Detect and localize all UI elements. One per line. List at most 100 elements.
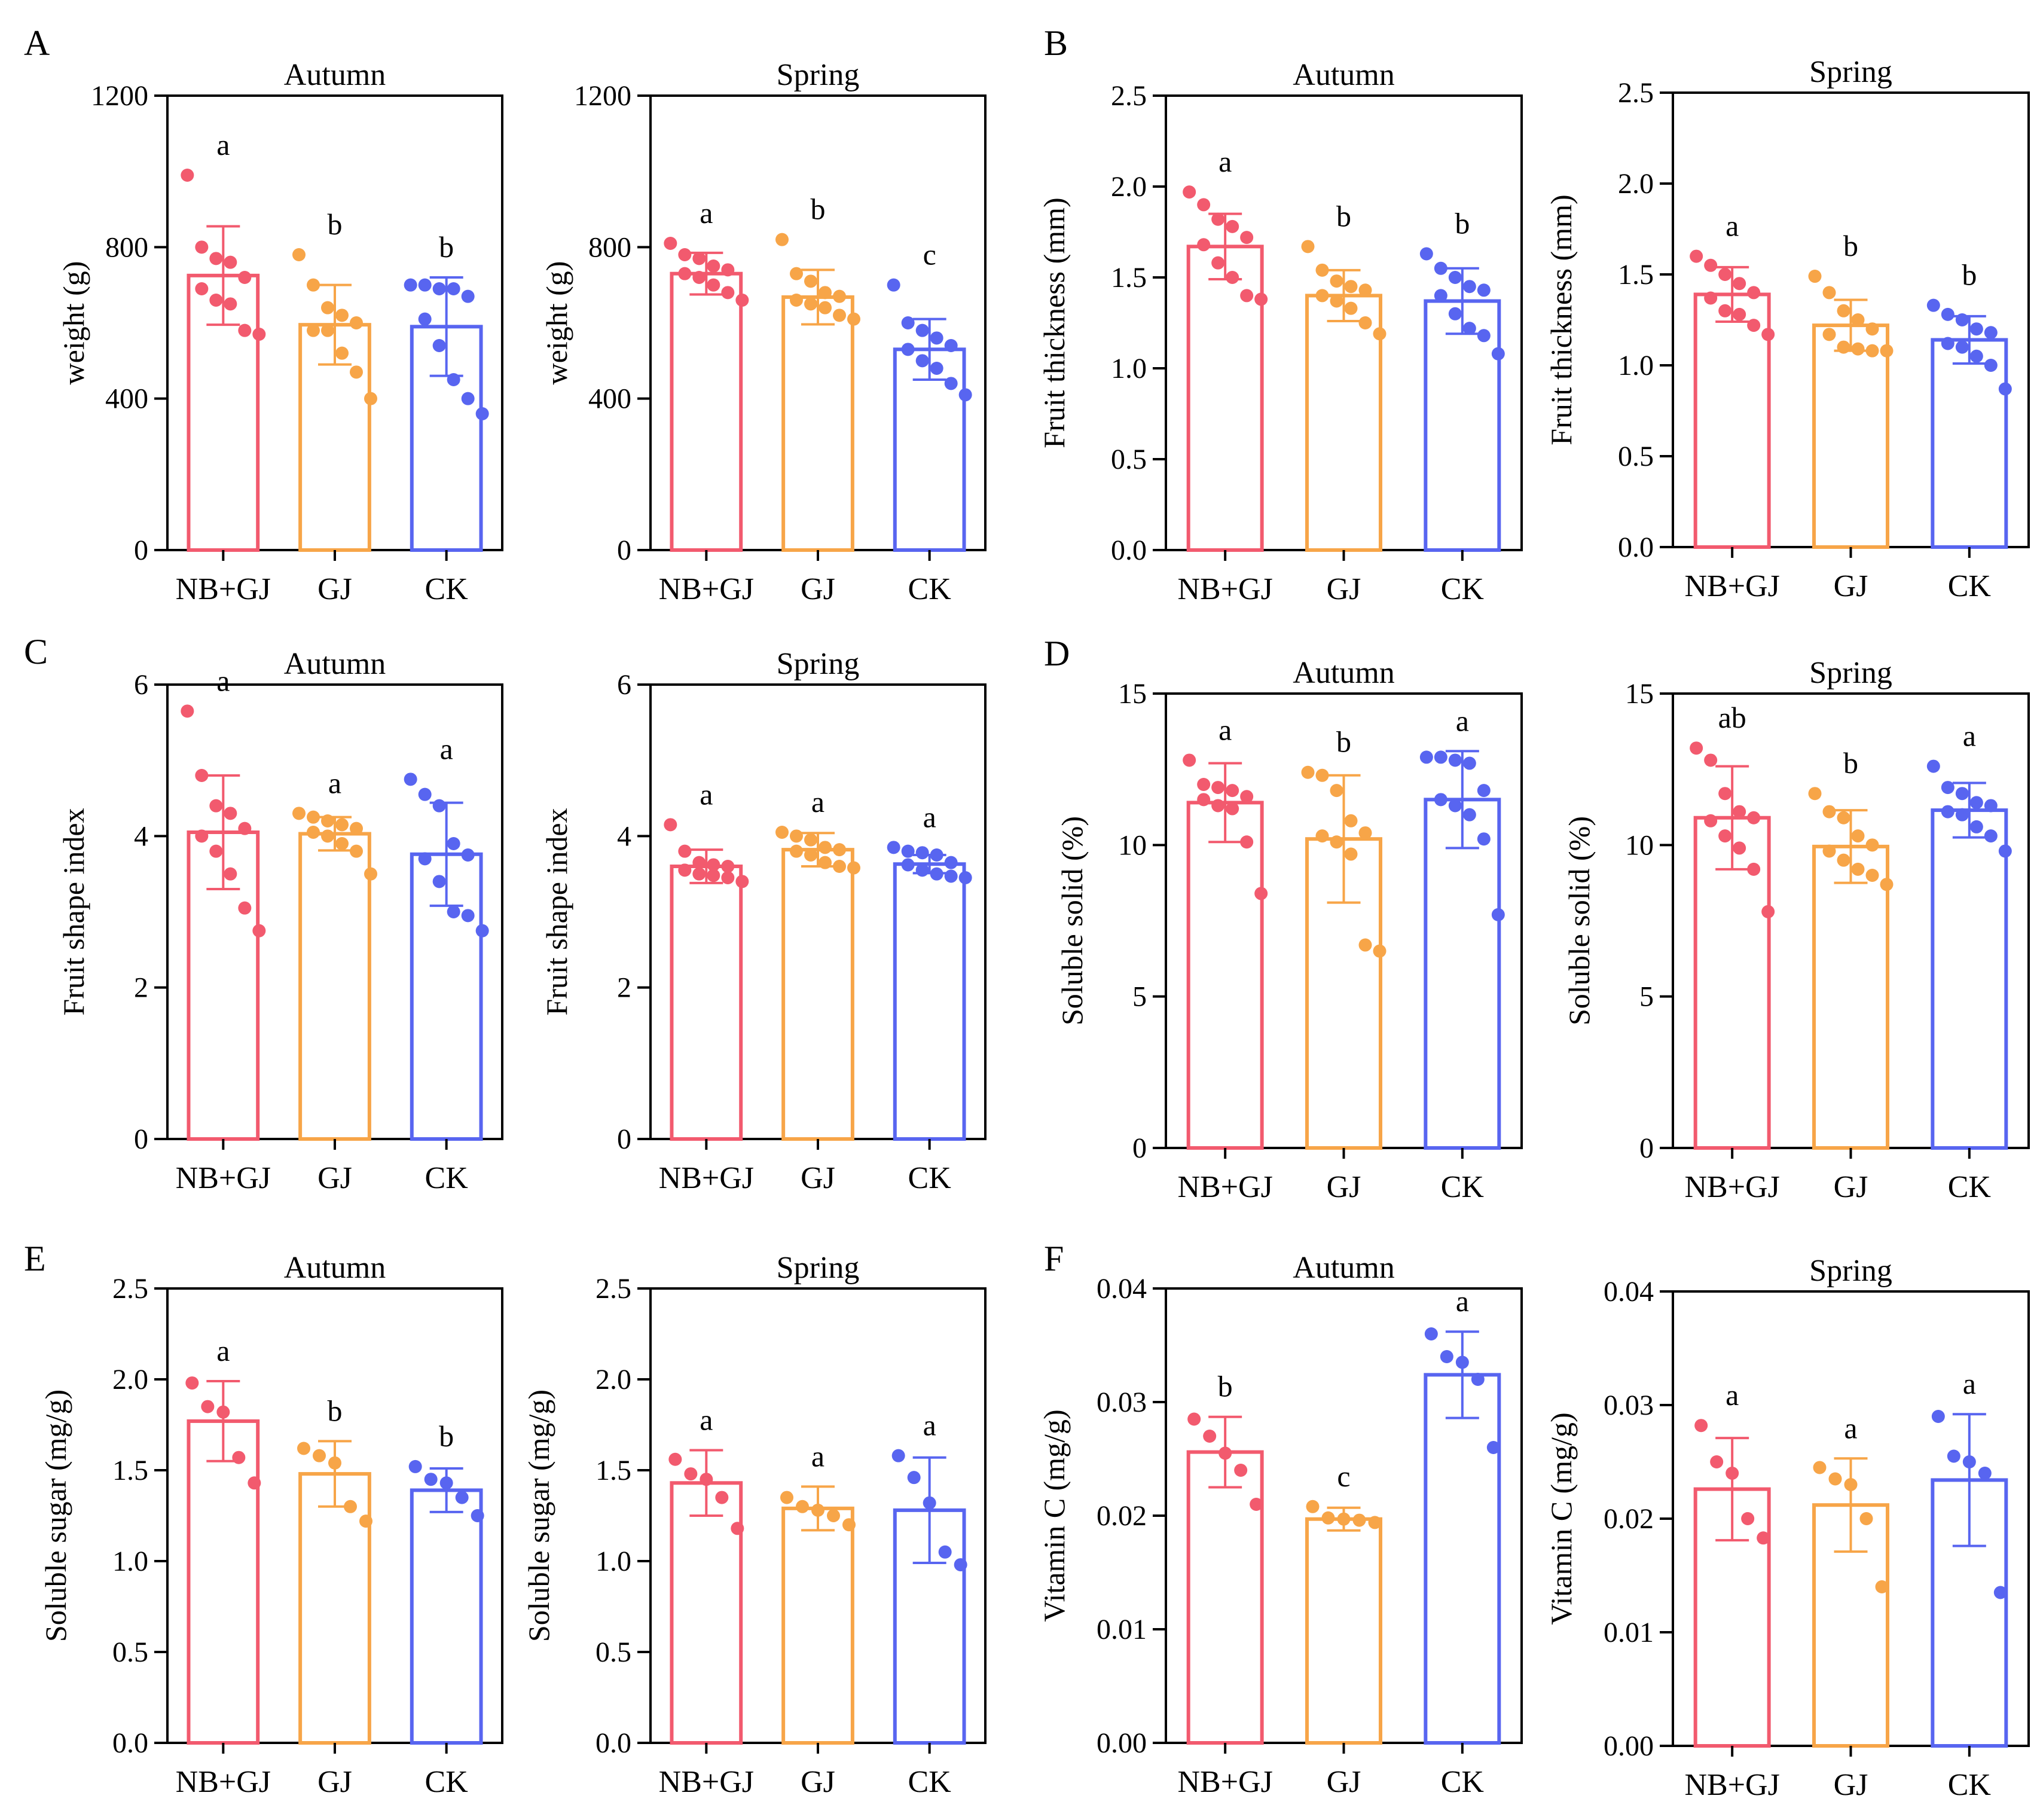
y-axis-label: Fruit shape index — [540, 808, 573, 1015]
data-point — [1462, 322, 1476, 335]
x-tick-label: CK — [1441, 1765, 1485, 1799]
data-point — [1301, 765, 1315, 779]
x-tick-label: GJ — [801, 1765, 835, 1799]
y-tick-label: 0.02 — [1097, 1500, 1147, 1532]
data-point — [364, 392, 377, 405]
data-point — [1491, 908, 1505, 921]
data-point — [335, 346, 349, 360]
data-point — [923, 1496, 936, 1510]
data-point — [1440, 1350, 1453, 1363]
bar-ck — [893, 862, 966, 1141]
data-point — [418, 852, 432, 866]
data-point — [1962, 1455, 1976, 1468]
significance-letter: a — [216, 128, 230, 161]
data-point — [321, 301, 334, 314]
plot-frame — [1165, 1287, 1523, 1744]
data-point — [1486, 1441, 1500, 1454]
data-point — [321, 829, 334, 843]
significance-letter: a — [923, 800, 936, 833]
data-point — [238, 271, 252, 284]
y-tick-label: 800 — [105, 231, 148, 263]
bar-ck — [410, 1488, 483, 1745]
data-point — [439, 1476, 453, 1490]
bar-gj — [1812, 323, 1889, 549]
data-point — [1978, 1467, 1992, 1480]
data-point — [901, 844, 915, 858]
x-tick-label: GJ — [801, 1161, 835, 1195]
data-point — [775, 233, 789, 246]
data-point — [1337, 1512, 1351, 1526]
data-point — [1865, 838, 1879, 852]
data-point — [335, 818, 349, 832]
data-point — [1984, 326, 1998, 340]
x-tick-label: NB+GJ — [659, 1765, 754, 1799]
data-point — [707, 869, 720, 882]
data-point — [735, 294, 749, 307]
data-point — [447, 905, 460, 918]
data-point — [1690, 249, 1703, 263]
data-point — [1183, 185, 1196, 199]
data-point — [1455, 1355, 1469, 1369]
chart-title: Spring — [777, 58, 860, 92]
data-point — [790, 294, 803, 307]
x-tick-label: GJ — [1327, 572, 1361, 606]
data-point — [224, 255, 237, 269]
data-point — [1761, 328, 1775, 341]
significance-letter: a — [1726, 209, 1739, 243]
data-point — [721, 286, 735, 300]
significance-letter: b — [1455, 206, 1470, 240]
significance-letter: a — [1963, 719, 1976, 753]
data-point — [1941, 337, 1955, 350]
chart-panel-11: F Autumn 0.00 0.01 0.02 0.03 0.04 Vitamin C (mg… — [1037, 1239, 1523, 1799]
data-point — [833, 860, 846, 873]
data-point — [1434, 793, 1447, 807]
panel-letter: B — [1044, 23, 1068, 63]
plot-frame — [166, 1287, 503, 1744]
data-point — [707, 858, 720, 872]
data-point — [1330, 835, 1343, 849]
y-tick-label: 0 — [134, 1123, 148, 1155]
x-tick-label: NB+GJ — [176, 1765, 271, 1799]
x-tick-label: GJ — [317, 572, 352, 606]
bar-nb-gj — [1186, 801, 1264, 1150]
data-point — [321, 323, 334, 337]
data-point — [1851, 829, 1865, 843]
y-axis-label: Vitamin C (mg/g) — [1037, 1409, 1071, 1621]
data-point — [408, 1459, 422, 1473]
significance-letter: a — [216, 1334, 230, 1367]
chart-panel-10: Spring 0.0 0.5 1.0 1.5 2.0 2.5 Soluble sugar (m… — [522, 1251, 987, 1799]
data-point — [707, 278, 720, 292]
data-point — [700, 1473, 713, 1486]
data-point — [678, 248, 692, 261]
data-point — [790, 844, 803, 858]
y-axis-label: Fruit thickness (mm) — [1037, 197, 1071, 448]
chart-title: Spring — [1809, 55, 1892, 89]
data-point — [1491, 347, 1505, 361]
data-point — [847, 312, 860, 326]
data-point — [335, 309, 349, 322]
y-axis-label: weight (g) — [540, 261, 573, 385]
data-point — [209, 252, 223, 265]
data-point — [461, 848, 475, 862]
plot-frame — [649, 1287, 987, 1744]
data-point — [252, 924, 266, 938]
y-tick-label: 0.02 — [1604, 1503, 1654, 1535]
y-tick-label: 0.00 — [1604, 1730, 1654, 1762]
y-tick-label: 1200 — [574, 80, 631, 112]
data-point — [1462, 808, 1476, 822]
x-tick-label: GJ — [1834, 1170, 1868, 1204]
y-tick-label: 0.0 — [112, 1727, 148, 1759]
y-tick-label: 1.0 — [1618, 350, 1654, 381]
data-point — [475, 924, 489, 938]
significance-letter: a — [700, 1403, 713, 1437]
chart-panel-4: Spring 0.0 0.5 1.0 1.5 2.0 2.5 Fruit thickness … — [1544, 55, 2030, 603]
data-point — [1747, 286, 1761, 300]
data-point — [1477, 784, 1491, 798]
data-point — [1837, 340, 1850, 354]
data-point — [313, 1449, 326, 1462]
x-tick-label: CK — [1948, 1170, 1992, 1204]
significance-letter: b — [1218, 1370, 1233, 1403]
bar-gj — [298, 832, 371, 1141]
chart-title: Autumn — [284, 1251, 386, 1285]
data-point — [944, 377, 958, 390]
